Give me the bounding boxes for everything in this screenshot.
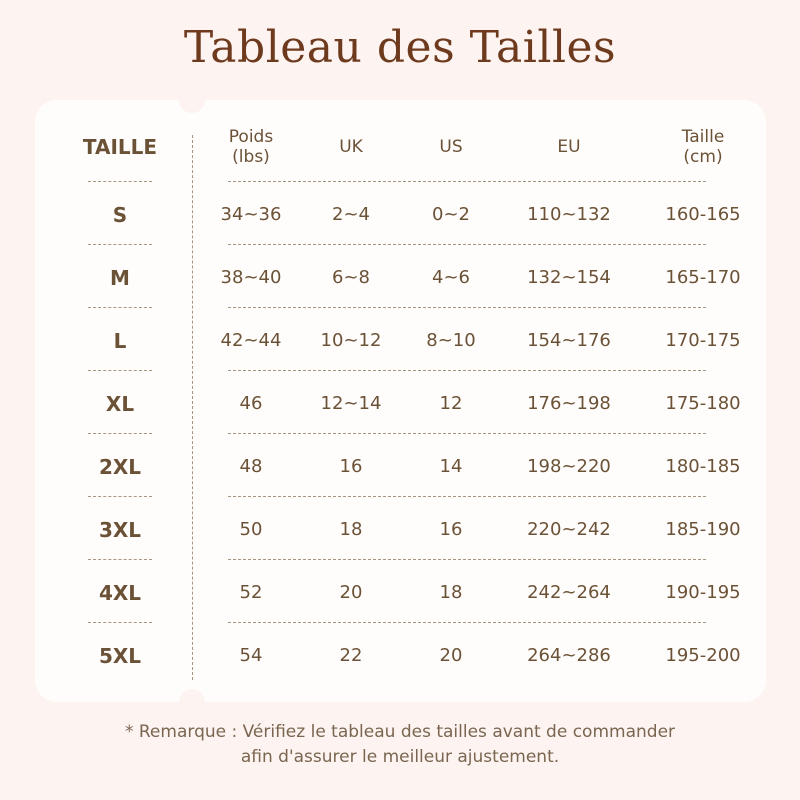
cell-us: 12: [439, 393, 463, 414]
row-separator: [228, 307, 706, 308]
row-separator: [88, 433, 152, 434]
cell-eu: 110~132: [527, 204, 611, 225]
cell-weight-lbs: 34~36: [220, 204, 282, 225]
size-chart-table: TAILLE Poids (lbs) UK US EU Taille (cm) S 34~36 2~…: [35, 87, 766, 715]
cell-us: 8~10: [426, 330, 476, 351]
row-separator: [228, 370, 706, 371]
header-text: UK: [339, 137, 363, 157]
cell-height-cm: 170-175: [665, 330, 741, 351]
cell-us: 16: [439, 519, 463, 540]
cell-height-cm: 195-200: [665, 645, 741, 666]
cell-us: 18: [439, 582, 463, 603]
column-divider: [192, 135, 193, 680]
cell-weight-lbs: 54: [239, 645, 263, 666]
note-line-2: afin d'assurer le meilleur ajustement.: [240, 747, 560, 767]
cell-eu: 242~264: [527, 582, 611, 603]
cell-size: 4XL: [98, 581, 142, 605]
note-line-1: * Remarque : Vérifiez le tableau des tai…: [124, 722, 676, 742]
cell-uk: 22: [339, 645, 363, 666]
cell-us: 14: [439, 456, 463, 477]
card-notch-bottom: [179, 689, 205, 715]
row-separator: [88, 244, 152, 245]
cell-eu: 176~198: [527, 393, 611, 414]
cell-us: 20: [439, 645, 463, 666]
header-text: EU: [557, 137, 581, 157]
cell-eu: 132~154: [527, 267, 611, 288]
cell-us: 0~2: [432, 204, 470, 225]
header-weight-lbs: Poids (lbs): [191, 127, 311, 167]
header-us: US: [391, 137, 511, 157]
header-text: Taille: [681, 127, 725, 147]
cell-uk: 12~14: [320, 393, 382, 414]
size-note: * Remarque : Vérifiez le tableau des tai…: [0, 720, 800, 770]
cell-height-cm: 185-190: [665, 519, 741, 540]
header-text: (lbs): [232, 147, 270, 167]
header-height-cm: Taille (cm): [643, 127, 763, 167]
cell-uk: 18: [339, 519, 363, 540]
cell-uk: 16: [339, 456, 363, 477]
cell-size: L: [113, 329, 127, 353]
row-separator: [88, 307, 152, 308]
cell-size: S: [112, 203, 128, 227]
header-text: (cm): [683, 147, 723, 167]
cell-uk: 6~8: [332, 267, 370, 288]
cell-uk: 2~4: [332, 204, 370, 225]
cell-eu: 154~176: [527, 330, 611, 351]
cell-eu: 198~220: [527, 456, 611, 477]
card-notch-top: [179, 87, 205, 113]
row-separator: [88, 370, 152, 371]
row-separator: [88, 559, 152, 560]
cell-weight-lbs: 38~40: [220, 267, 282, 288]
row-separator: [228, 244, 706, 245]
cell-height-cm: 190-195: [665, 582, 741, 603]
cell-weight-lbs: 46: [239, 393, 263, 414]
page-title: Tableau des Tailles: [183, 22, 617, 73]
cell-eu: 264~286: [527, 645, 611, 666]
cell-weight-lbs: 42~44: [220, 330, 282, 351]
cell-height-cm: 165-170: [665, 267, 741, 288]
header-text: TAILLE: [82, 135, 158, 159]
cell-height-cm: 180-185: [665, 456, 741, 477]
cell-size: M: [110, 266, 130, 290]
row-separator: [88, 181, 152, 182]
row-separator: [228, 622, 706, 623]
header-size: TAILLE: [60, 137, 180, 157]
cell-us: 4~6: [432, 267, 470, 288]
cell-weight-lbs: 50: [239, 519, 263, 540]
row-separator: [228, 496, 706, 497]
cell-size: 3XL: [98, 518, 142, 542]
header-text: Poids: [228, 127, 274, 147]
header-eu: EU: [509, 137, 629, 157]
cell-height-cm: 160-165: [665, 204, 741, 225]
cell-size: 5XL: [98, 644, 142, 668]
cell-uk: 20: [339, 582, 363, 603]
row-separator: [228, 433, 706, 434]
cell-weight-lbs: 52: [239, 582, 263, 603]
row-separator: [88, 622, 152, 623]
cell-height-cm: 175-180: [665, 393, 741, 414]
cell-size: 2XL: [98, 455, 142, 479]
cell-weight-lbs: 48: [239, 456, 263, 477]
header-uk: UK: [291, 137, 411, 157]
cell-eu: 220~242: [527, 519, 611, 540]
cell-uk: 10~12: [320, 330, 382, 351]
row-separator: [228, 181, 706, 182]
cell-size: XL: [105, 392, 135, 416]
row-separator: [228, 559, 706, 560]
row-separator: [88, 496, 152, 497]
header-text: US: [439, 137, 463, 157]
